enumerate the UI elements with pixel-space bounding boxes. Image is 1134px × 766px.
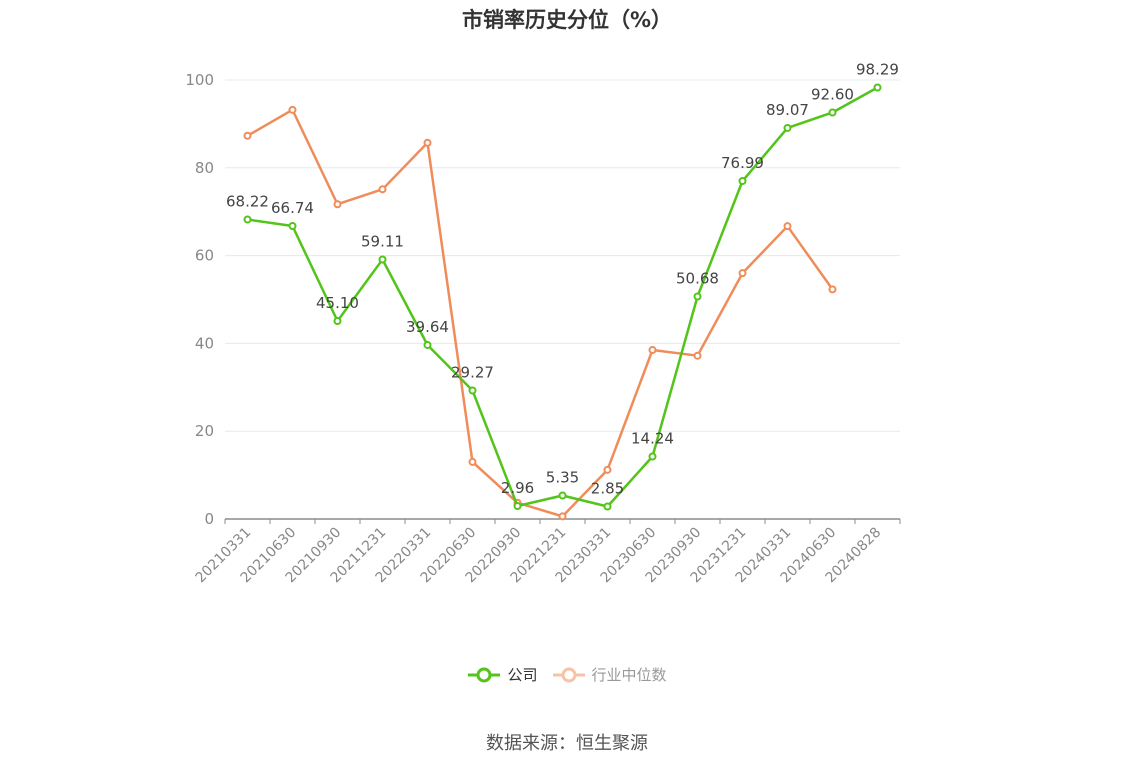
- data-point-company: [468, 386, 477, 395]
- series-layer: [243, 83, 882, 521]
- data-point-company: [513, 502, 522, 511]
- data-point-industry-median: [603, 465, 612, 474]
- data-point-company: [378, 255, 387, 264]
- data-point-company: [873, 83, 882, 92]
- legend-label-company: 公司: [507, 666, 538, 684]
- x-axis: 2021033120210630202109302021123120220331…: [193, 518, 901, 586]
- data-point-industry-median: [648, 345, 657, 354]
- y-tick-label: 60: [195, 247, 214, 265]
- source-note: 数据来源：恒生聚源: [486, 733, 648, 754]
- data-point-industry-median: [783, 222, 792, 231]
- legend-label-industry-median: 行业中位数: [591, 666, 667, 684]
- legend-item-company[interactable]: 公司: [467, 664, 538, 685]
- data-point-industry-median: [378, 185, 387, 194]
- data-point-company: [648, 452, 657, 461]
- data-label-company: 66.74: [271, 199, 314, 217]
- data-label-company: 76.99: [721, 154, 764, 172]
- y-tick-label: 40: [195, 334, 214, 352]
- data-point-company: [783, 123, 792, 132]
- data-label-company: 2.85: [591, 479, 624, 497]
- data-label-company: 5.35: [546, 469, 579, 487]
- chart-title: 市销率历史分位（%）: [461, 8, 673, 32]
- data-point-industry-median: [558, 512, 567, 521]
- data-label-company: 45.10: [316, 294, 359, 312]
- data-point-industry-median: [243, 131, 252, 140]
- data-label-company: 59.11: [361, 233, 404, 251]
- y-tick-label: 0: [204, 510, 214, 528]
- series-line-industry-median: [246, 108, 834, 518]
- data-label-company: 39.64: [406, 318, 449, 336]
- data-point-industry-median: [333, 200, 342, 209]
- data-label-company: 98.29: [856, 61, 899, 79]
- data-point-company: [333, 317, 342, 326]
- data-point-industry-median: [288, 105, 297, 114]
- legend: 公司 行业中位数: [0, 664, 1134, 685]
- data-point-industry-median: [468, 457, 477, 466]
- data-label-company: 89.07: [766, 101, 809, 119]
- data-label-company: 2.96: [501, 479, 534, 497]
- grid-lines: [225, 79, 900, 432]
- legend-line-circle-icon: [468, 667, 501, 682]
- data-point-industry-median: [828, 285, 837, 294]
- data-point-industry-median: [738, 269, 747, 278]
- data-point-company: [423, 340, 432, 349]
- data-label-company: 92.60: [811, 85, 854, 103]
- data-point-company: [243, 215, 252, 224]
- data-point-company: [288, 222, 297, 231]
- data-label-company: 50.68: [676, 270, 719, 288]
- y-tick-label: 20: [195, 422, 214, 440]
- data-point-company: [558, 491, 567, 500]
- y-tick-label: 80: [195, 159, 214, 177]
- data-label-company: 68.22: [226, 193, 269, 211]
- data-point-company: [693, 292, 702, 301]
- y-tick-label: 100: [185, 71, 214, 89]
- data-point-company: [738, 177, 747, 186]
- data-point-company: [603, 502, 612, 511]
- data-label-company: 29.27: [451, 364, 494, 382]
- data-point-industry-median: [693, 351, 702, 360]
- data-labels: 68.22 66.74 45.10 59.11 39.64 29.27 2.96 5.35 2.…: [226, 61, 899, 498]
- legend-item-industry-median[interactable]: 行业中位数: [552, 664, 667, 685]
- data-point-company: [828, 108, 837, 117]
- data-point-industry-median: [423, 138, 432, 147]
- y-axis: 0 20 40 60 80 100: [185, 71, 214, 528]
- data-label-company: 14.24: [631, 429, 674, 447]
- legend-line-circle-icon: [552, 667, 585, 682]
